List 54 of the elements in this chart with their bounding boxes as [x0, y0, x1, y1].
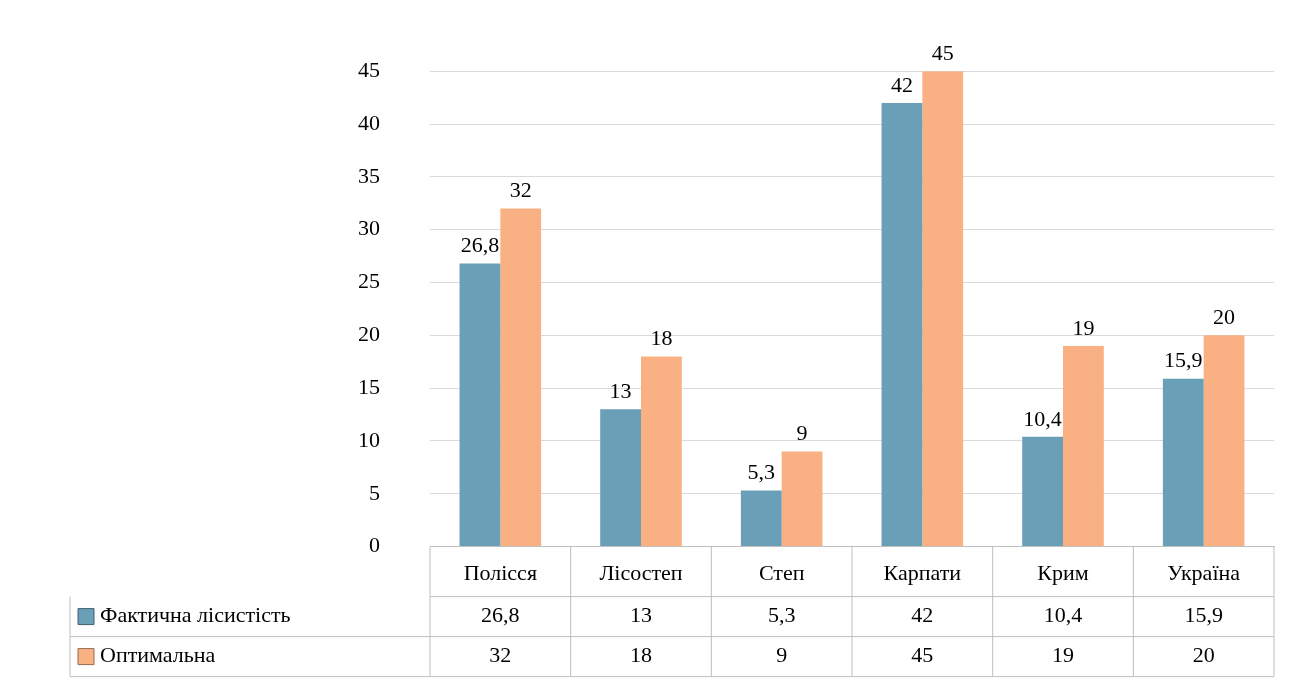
text: 32: [509, 177, 532, 203]
data-label: 26,8: [481, 602, 520, 628]
data-label: 10,4: [1043, 602, 1083, 628]
text: 19: [1072, 314, 1095, 340]
bar: [781, 451, 823, 547]
bar: [1162, 378, 1204, 547]
bar: [740, 490, 782, 547]
y-tick-label: 25: [358, 268, 380, 294]
data-label: 15,9: [1184, 602, 1223, 628]
bar: [1063, 345, 1104, 547]
text: 26,8: [460, 232, 500, 258]
data-label: 32: [489, 642, 512, 668]
bar: [1203, 335, 1245, 547]
legend-label: Фактична лісистість: [100, 602, 291, 628]
y-tick-label: 10: [358, 426, 380, 452]
data-label: 5,3: [767, 602, 796, 628]
x-tick-label: Україна: [1167, 559, 1241, 585]
y-tick-label: 5: [369, 479, 380, 505]
y-tick-label: 45: [358, 56, 380, 82]
x-tick-label: Полісся: [463, 559, 538, 585]
y-tick-label: 15: [358, 373, 380, 399]
data-label: 45: [911, 642, 934, 668]
x-tick-label: Степ: [758, 559, 805, 585]
data-label: 42: [911, 602, 934, 628]
text: 15,9: [1164, 347, 1203, 373]
y-tick-label: 30: [358, 215, 380, 241]
y-tick-label: 0: [369, 532, 380, 558]
bar: [600, 409, 641, 547]
bar: [881, 102, 923, 547]
bar: [500, 208, 542, 547]
x-tick-label: Лісостеп: [599, 559, 683, 585]
legend-label: Оптимальна: [100, 642, 216, 668]
bar: [1022, 436, 1063, 547]
text: 9: [796, 420, 808, 446]
text: 18: [650, 325, 673, 351]
data-label: 13: [630, 602, 652, 628]
text: 42: [890, 71, 913, 97]
data-label: 19: [1052, 642, 1074, 668]
y-tick-label: 20: [358, 321, 380, 347]
y-tick-label: 35: [358, 162, 380, 188]
text: 10,4: [1023, 405, 1062, 431]
text: 13: [609, 378, 632, 404]
data-label: 9: [776, 642, 788, 668]
text: 5,3: [747, 459, 776, 485]
bar: [641, 356, 682, 547]
bar: [922, 71, 964, 547]
data-label: 20: [1192, 642, 1215, 668]
text: 20: [1213, 304, 1236, 330]
text: 45: [931, 39, 954, 65]
x-tick-label: Карпати: [883, 559, 962, 585]
bar: [459, 263, 501, 547]
y-tick-label: 40: [358, 109, 380, 135]
data-label: 18: [630, 642, 652, 668]
x-tick-label: Крим: [1037, 559, 1089, 585]
